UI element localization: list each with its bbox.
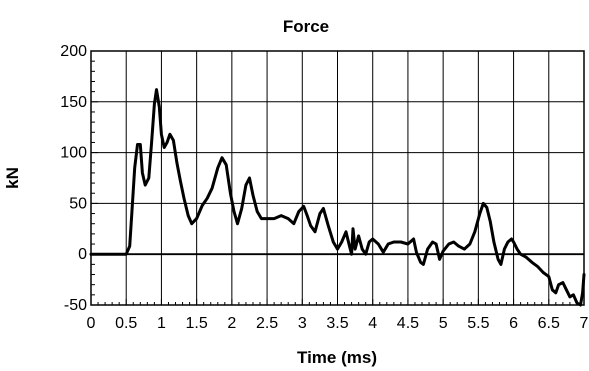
y-axis-label: kN [3,167,22,189]
x-tick-labels: 0 0.5 1 1.5 2 2.5 3 3.5 4 4.5 5 5.5 6 6.5 7 [87,315,589,332]
x-tick-label: 6.5 [538,315,560,332]
x-tick-label: 2.5 [256,315,278,332]
force-series-line [89,88,586,307]
x-tick-label: 0.5 [115,315,137,332]
x-tick-label: 3 [298,315,307,332]
x-tick-label: 2 [227,315,236,332]
x-tick-label: 5.5 [467,315,489,332]
x-tick-label: 6 [509,315,518,332]
x-tick-label: 4.5 [397,315,419,332]
y-tick-label: 50 [69,195,87,212]
x-tick-label: 5 [439,315,448,332]
x-tick-label: 0 [87,315,96,332]
x-tick-label: 1.5 [186,315,208,332]
y-tick-label: -50 [64,297,87,314]
grid-lines [91,51,584,305]
x-axis-label: Time (ms) [297,348,377,367]
chart-title: Force [283,17,329,36]
y-tick-labels: -50 0 50 100 150 200 [60,43,87,314]
x-tick-label: 7 [580,315,589,332]
x-tick-label: 1 [157,315,166,332]
x-tick-label: 4 [368,315,377,332]
y-tick-label: 0 [78,246,87,263]
y-tick-label: 150 [60,94,87,111]
y-tick-label: 200 [60,43,87,60]
y-tick-label: 100 [60,145,87,162]
x-tick-label: 3.5 [326,315,348,332]
